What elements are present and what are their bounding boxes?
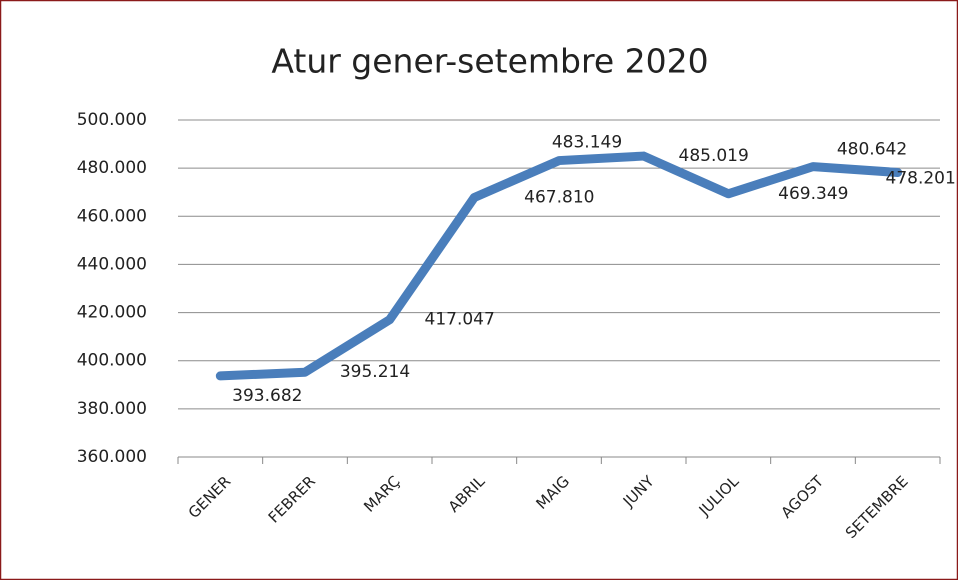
- data-label: 480.642: [837, 140, 907, 160]
- y-tick-label: 400.000: [77, 351, 147, 371]
- y-tick-label: 500.000: [77, 110, 147, 130]
- chart-title: Atur gener-setembre 2020: [271, 42, 708, 81]
- data-label: 467.810: [524, 187, 594, 207]
- y-tick-label: 420.000: [77, 303, 147, 323]
- data-label: 483.149: [552, 133, 622, 153]
- line-series: [215, 151, 903, 381]
- data-label: 469.349: [778, 184, 848, 204]
- data-label: 417.047: [425, 310, 495, 330]
- y-tick-label: 440.000: [77, 254, 147, 274]
- y-tick-label: 360.000: [77, 447, 147, 467]
- data-label: 395.214: [340, 362, 410, 382]
- data-label: 393.682: [232, 386, 302, 406]
- y-tick-label: 460.000: [77, 206, 147, 226]
- data-label: 485.019: [679, 146, 749, 166]
- data-label: 478.201: [886, 168, 956, 188]
- y-tick-label: 380.000: [77, 399, 147, 419]
- y-tick-label: 480.000: [77, 158, 147, 178]
